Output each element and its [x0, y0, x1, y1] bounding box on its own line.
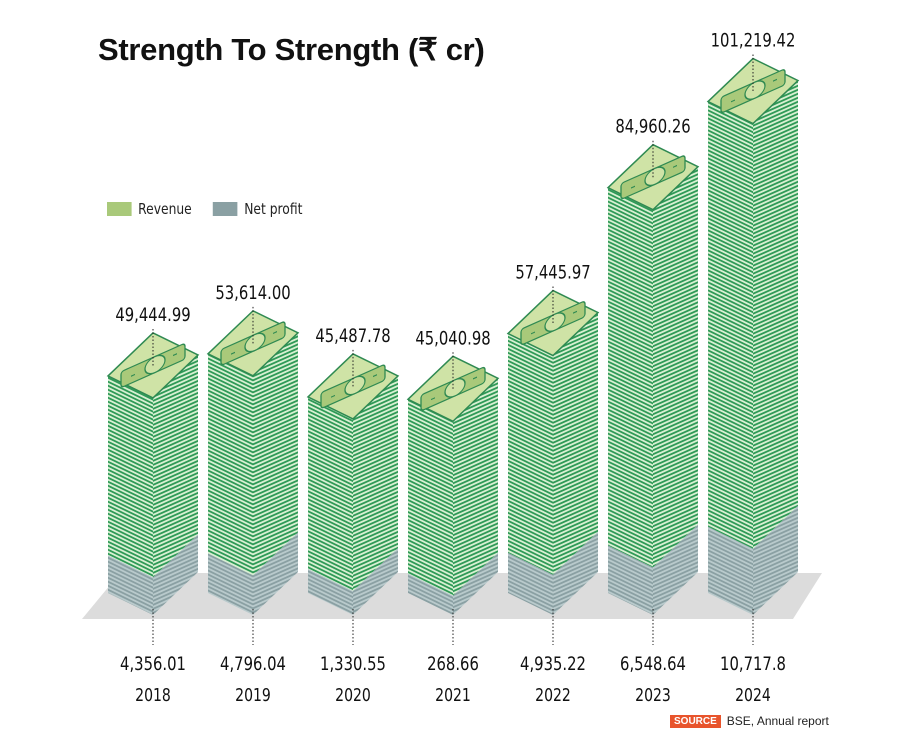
- net-profit-bar-2019: [208, 532, 298, 615]
- bar-2022: [506, 289, 600, 615]
- x-tick-label-2021: 2021: [435, 684, 471, 705]
- net-profit-bar-2024-right-face: [753, 505, 798, 615]
- bar-2019: [206, 309, 300, 615]
- revenue-value-label-2022: 57,445.97: [515, 262, 590, 284]
- revenue-value-label-2018: 49,444.99: [115, 304, 190, 326]
- net-profit-bar-2021-right-face: [453, 552, 498, 615]
- bar-2024: [706, 57, 800, 615]
- net-profit-value-label-2018: 4,356.01: [120, 653, 186, 675]
- net-profit-bar-2018: [108, 534, 198, 615]
- net-profit-bar-2020-right-face: [353, 548, 398, 615]
- net-profit-bar-2019-left-face: [208, 553, 253, 615]
- chart-title: Strength To Strength (₹ cr): [98, 32, 485, 67]
- legend-item-net-profit: Net profit: [213, 200, 302, 218]
- bar-2020: [306, 353, 400, 615]
- revenue-bar-2023: [608, 166, 698, 568]
- revenue-bar-2021-right-face: [453, 378, 498, 596]
- net-profit-bar-2022: [508, 531, 598, 615]
- revenue-bar-2020: [308, 375, 398, 592]
- revenue-bar-2024-left-face: [708, 101, 753, 549]
- revenue-bar-2019: [208, 332, 298, 576]
- bar-2023: [606, 143, 700, 615]
- net-profit-value-label-2020: 1,330.55: [320, 653, 386, 675]
- labels-group: 49,444.99 4,356.01 2018 53,614.00 4,796.04 20…: [115, 30, 795, 706]
- net-profit-value-label-2022: 4,935.22: [520, 653, 586, 675]
- revenue-bar-2022: [508, 312, 598, 575]
- revenue-bar-2023-left-face: [608, 187, 653, 568]
- revenue-bar-2022-right-face: [553, 312, 598, 575]
- source-note: SOURCE BSE, Annual report: [670, 714, 829, 728]
- bars-group: [106, 57, 800, 615]
- source-tag: SOURCE: [670, 714, 721, 728]
- net-profit-bar-2018-left-face: [108, 555, 153, 615]
- net-profit-value-label-2019: 4,796.04: [220, 653, 286, 675]
- legend-item-revenue: Revenue: [107, 200, 192, 218]
- revenue-bar-2019-right-face: [253, 332, 298, 576]
- net-profit-bar-2024: [708, 505, 798, 615]
- source-text: BSE, Annual report: [726, 714, 829, 728]
- net-profit-bar-2022-right-face: [553, 531, 598, 615]
- x-tick-label-2022: 2022: [535, 684, 571, 705]
- net-profit-bar-2023-left-face: [608, 545, 653, 615]
- x-tick-label-2023: 2023: [635, 684, 671, 705]
- revenue-bar-2024: [708, 80, 798, 549]
- revenue-value-label-2021: 45,040.98: [415, 328, 490, 350]
- bar-2021: [406, 355, 500, 615]
- revenue-bar-2023-right-face: [653, 166, 698, 568]
- revenue-bar-2021-left-face: [408, 399, 453, 596]
- legend-swatch-revenue: [107, 202, 132, 216]
- revenue-bar-2020-right-face: [353, 375, 398, 592]
- net-profit-bar-2020-left-face: [308, 569, 353, 615]
- legend-label-revenue: Revenue: [138, 200, 192, 218]
- net-profit-bar-2024-left-face: [708, 526, 753, 615]
- revenue-value-label-2024: 101,219.42: [711, 30, 796, 52]
- net-profit-bar-2019-right-face: [253, 532, 298, 615]
- x-tick-label-2018: 2018: [135, 684, 171, 705]
- bar-2018: [106, 332, 200, 615]
- net-profit-bar-2021: [408, 552, 498, 615]
- legend-label-net-profit: Net profit: [244, 200, 303, 218]
- net-profit-value-label-2023: 6,548.64: [620, 653, 686, 675]
- net-profit-bar-2023: [608, 524, 698, 615]
- legend-swatch-net-profit: [213, 202, 238, 216]
- revenue-bar-2020-left-face: [308, 396, 353, 592]
- revenue-bar-2019-left-face: [208, 353, 253, 576]
- net-profit-bar-2018-right-face: [153, 534, 198, 615]
- revenue-bar-2018: [108, 354, 198, 578]
- revenue-value-label-2023: 84,960.26: [615, 116, 690, 138]
- revenue-bar-2018-right-face: [153, 354, 198, 578]
- x-tick-label-2020: 2020: [335, 684, 371, 705]
- revenue-bar-2018-left-face: [108, 375, 153, 578]
- net-profit-value-label-2024: 10,717.8: [720, 653, 786, 675]
- net-profit-bar-2020: [308, 548, 398, 615]
- revenue-bar-2024-right-face: [753, 80, 798, 549]
- x-tick-label-2024: 2024: [735, 684, 771, 705]
- net-profit-bar-2023-right-face: [653, 524, 698, 615]
- revenue-bar-2022-left-face: [508, 333, 553, 575]
- legend: Revenue Net profit: [107, 200, 324, 218]
- net-profit-bar-2022-left-face: [508, 552, 553, 615]
- revenue-bar-2021: [408, 378, 498, 596]
- net-profit-bar-2021-left-face: [408, 573, 453, 615]
- revenue-value-label-2019: 53,614.00: [215, 282, 290, 304]
- x-tick-label-2019: 2019: [235, 684, 271, 705]
- revenue-value-label-2020: 45,487.78: [315, 325, 390, 347]
- net-profit-value-label-2021: 268.66: [427, 653, 479, 675]
